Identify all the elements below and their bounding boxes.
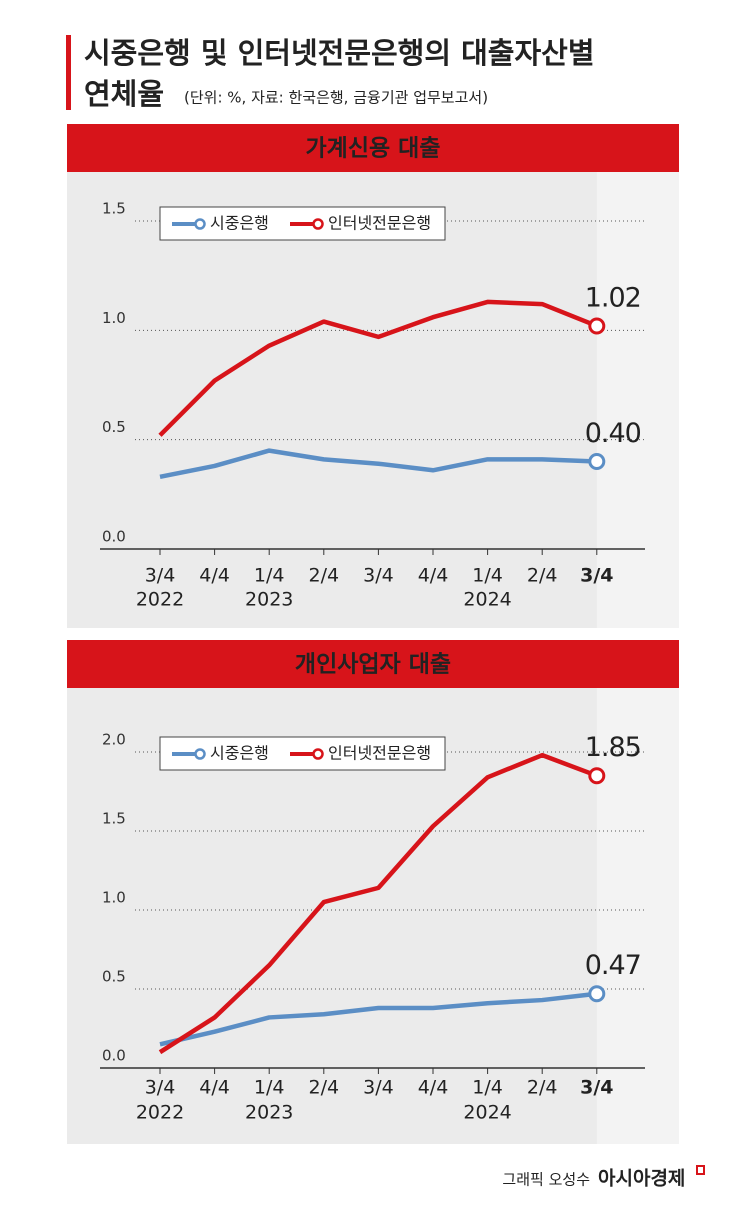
- x-tick-label: 4/4: [199, 565, 230, 587]
- chart-title: 개인사업자 대출: [295, 652, 451, 678]
- x-tick-label: 3/4: [145, 1077, 176, 1099]
- legend-label: 시중은행: [210, 744, 269, 763]
- x-tick-label: 2/4: [309, 565, 340, 587]
- x-tick-label: 3/4: [363, 565, 394, 587]
- point-marker: [588, 453, 606, 471]
- title-accent: [66, 35, 71, 110]
- chart-title: 가계신용 대출: [306, 136, 441, 162]
- header-bar: [67, 124, 679, 172]
- brand-mark: [696, 1165, 705, 1175]
- value-label: 1.85: [585, 732, 641, 763]
- y-tick-label: 1.5: [102, 200, 126, 218]
- x-tick-label: 1/4: [472, 1077, 503, 1099]
- y-tick-label: 0.5: [102, 968, 126, 986]
- x-year-label: 2024: [463, 1102, 511, 1124]
- x-tick-label: 3/4: [363, 1077, 394, 1099]
- x-tick-label: 3/4: [145, 565, 176, 587]
- x-tick-label: 2/4: [527, 1077, 558, 1099]
- x-tick-label: 4/4: [418, 1077, 449, 1099]
- x-tick-label: 2/4: [527, 565, 558, 587]
- legend-marker: [312, 748, 324, 760]
- y-tick-label: 0.0: [102, 528, 126, 546]
- credit: 그래픽 오성수: [502, 1171, 590, 1189]
- x-year-label: 2022: [136, 589, 184, 611]
- x-year-label: 2024: [463, 589, 511, 611]
- y-tick-label: 1.0: [102, 889, 126, 907]
- y-tick-label: 2.0: [102, 731, 126, 749]
- series-line: [159, 991, 598, 1047]
- y-tick-label: 1.0: [102, 309, 126, 327]
- x-tick-label: 2/4: [309, 1077, 340, 1099]
- legend-label: 인터넷전문은행: [328, 214, 431, 233]
- point-marker: [588, 767, 606, 785]
- series-line: [158, 752, 598, 1055]
- x-tick-label: 4/4: [199, 1077, 230, 1099]
- value-label: 0.47: [585, 950, 641, 981]
- legend-marker: [312, 218, 324, 230]
- legend-marker: [194, 218, 206, 230]
- legend-label: 인터넷전문은행: [328, 744, 431, 763]
- unit-note: (단위: %, 자료: 한국은행, 금융기관 업무보고서): [184, 89, 488, 107]
- x-tick-label: 1/4: [254, 1077, 285, 1099]
- series-line: [158, 299, 598, 437]
- point-marker: [588, 985, 606, 1003]
- y-tick-label: 1.5: [102, 810, 126, 828]
- series-line: [159, 448, 597, 480]
- point-marker: [588, 317, 606, 335]
- x-tick-label: 3/4: [580, 565, 613, 587]
- title-line: 시중은행 및 인터넷전문은행의 대출자산별: [84, 36, 595, 70]
- y-tick-label: 0.5: [102, 418, 126, 436]
- x-tick-label: 4/4: [418, 565, 449, 587]
- panel-future: [596, 172, 679, 628]
- x-year-label: 2023: [245, 589, 293, 611]
- x-tick-label: 3/4: [580, 1077, 613, 1099]
- panel: [67, 172, 679, 628]
- value-label: 1.02: [585, 282, 641, 313]
- x-tick-label: 1/4: [254, 565, 285, 587]
- value-label: 0.40: [585, 418, 641, 449]
- x-year-label: 2023: [245, 1102, 293, 1124]
- legend-label: 시중은행: [210, 214, 269, 233]
- x-year-label: 2022: [136, 1102, 184, 1124]
- brand: 아시아경제: [598, 1168, 685, 1190]
- y-tick-label: 0.0: [102, 1047, 126, 1065]
- x-tick-label: 1/4: [472, 565, 503, 587]
- header-bar: [67, 640, 679, 688]
- title-line: 연체율: [84, 77, 164, 111]
- legend-marker: [194, 748, 206, 760]
